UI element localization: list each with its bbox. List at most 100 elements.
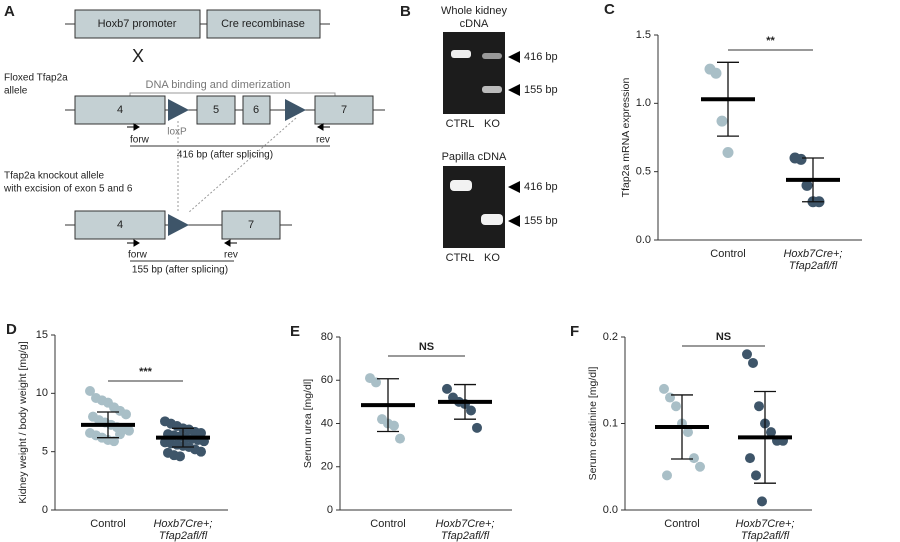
- data-point: [371, 377, 381, 388]
- band-label: 155 bp: [524, 84, 558, 96]
- blot-title: Papilla cDNA: [442, 151, 507, 163]
- gel-band: [482, 86, 502, 93]
- allele-label: with excision of exon 5 and 6: [3, 184, 133, 195]
- gel-image: [443, 32, 505, 114]
- exon: [196, 95, 236, 125]
- y-tick-label: 0.0: [636, 234, 651, 246]
- data-point: [175, 451, 185, 462]
- loxp-site: [168, 214, 189, 236]
- data-point: [109, 436, 119, 447]
- loxp-label: loxP: [167, 127, 187, 138]
- gel-image: [443, 166, 505, 248]
- data-point: [751, 470, 761, 481]
- y-tick-label: 20: [321, 461, 333, 473]
- data-point: [121, 409, 131, 420]
- allele-label: allele: [4, 86, 28, 97]
- exon: [74, 95, 166, 125]
- data-point: [389, 420, 399, 431]
- lane-label: KO: [484, 252, 500, 264]
- band-arrow: [508, 181, 520, 193]
- gel-panel: B Whole kidney cDNA 416 bp 155 bp CTRL K…: [400, 3, 558, 264]
- lane-label: CTRL: [446, 118, 475, 130]
- data-point: [671, 401, 681, 412]
- blot-title: cDNA: [460, 18, 489, 30]
- data-point: [722, 147, 734, 159]
- band-arrow: [508, 215, 520, 227]
- data-point: [801, 179, 813, 191]
- exon: [242, 95, 271, 125]
- band-arrow: [508, 84, 520, 96]
- y-tick-label: 0: [42, 504, 48, 516]
- y-tick-label: 5: [42, 446, 48, 458]
- significance-label: ***: [139, 366, 153, 378]
- exon: [221, 210, 281, 240]
- data-point: [395, 433, 405, 444]
- cross: X: [132, 46, 144, 66]
- y-tick-label: 0: [327, 504, 333, 516]
- panel-label: E: [290, 323, 300, 340]
- gel-band: [481, 214, 503, 225]
- x-tick-label: Control: [710, 248, 746, 260]
- diagram: A Hoxb7 promoter Cre recombinase X Floxe…: [3, 3, 385, 276]
- primer-label: forw: [130, 135, 150, 146]
- panel-label: D: [6, 321, 17, 338]
- data-point: [466, 405, 476, 416]
- panel-label: C: [604, 1, 615, 18]
- exon-label: 5: [213, 104, 219, 116]
- primer-arrow: [317, 123, 330, 131]
- data-point: [754, 401, 764, 412]
- domain-label: DNA binding and dimerization: [146, 79, 291, 91]
- y-tick-label: 40: [321, 417, 333, 429]
- data-point: [695, 461, 705, 472]
- band-arrow: [508, 51, 520, 63]
- primer-label: rev: [316, 135, 330, 146]
- significance-label: NS: [419, 341, 434, 353]
- gel-band: [450, 180, 472, 191]
- exon: [74, 210, 166, 240]
- data-point: [689, 453, 699, 464]
- gel-band: [451, 50, 471, 58]
- primer-arrow: [127, 239, 140, 247]
- x-tick-label: Control: [664, 518, 700, 530]
- data-point: [710, 67, 722, 79]
- product-label: 416 bp (after splicing): [177, 150, 273, 161]
- x-tick-label: Hoxb7Cre+; Tfap2afl/fl: [153, 518, 213, 542]
- data-point: [442, 383, 452, 394]
- data-point: [85, 386, 95, 396]
- data-point: [757, 496, 767, 507]
- y-tick-label: 60: [321, 374, 333, 386]
- product-label: 155 bp (after splicing): [132, 265, 228, 276]
- exon: [314, 95, 374, 125]
- data-point: [716, 115, 728, 127]
- x-tick-label: Control: [90, 518, 126, 530]
- y-tick-label: 0.1: [603, 417, 618, 429]
- primer-arrow: [224, 239, 237, 247]
- band-label: 416 bp: [524, 51, 558, 63]
- data-point: [124, 425, 134, 436]
- exon-label: 4: [117, 219, 123, 231]
- y-tick-label: 1.5: [636, 29, 651, 41]
- gel-band: [482, 53, 502, 59]
- data-point: [115, 429, 125, 440]
- data-point: [665, 392, 675, 403]
- promoter-label: Hoxb7 promoter: [98, 18, 177, 30]
- data-point: [662, 470, 672, 481]
- y-tick-label: 0.5: [636, 166, 651, 178]
- blot-title: Whole kidney: [441, 5, 508, 17]
- y-tick-label: 0.2: [603, 331, 618, 343]
- x-tick-label: Hoxb7Cre+; Tfap2afl/fl: [735, 518, 795, 542]
- allele-label: Floxed Tfap2a: [4, 73, 68, 84]
- exon-label: 4: [117, 104, 123, 116]
- data-point: [745, 453, 755, 464]
- data-point: [196, 446, 206, 457]
- data-point: [742, 349, 752, 360]
- y-tick-label: 0.0: [603, 504, 618, 516]
- panel-label: B: [400, 3, 411, 20]
- y-tick-label: 1.0: [636, 97, 651, 109]
- data-point: [659, 383, 669, 394]
- lane-label: KO: [484, 118, 500, 130]
- exon-label: 6: [253, 104, 259, 116]
- panel-label: A: [4, 3, 15, 20]
